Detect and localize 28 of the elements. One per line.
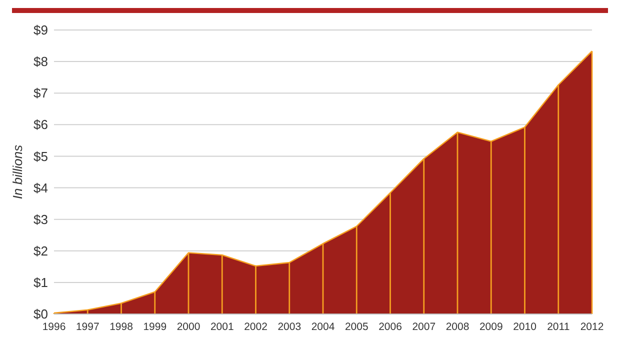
x-tick-label: 2008 xyxy=(446,321,470,333)
y-tick-label: $7 xyxy=(34,86,48,101)
y-tick-label: $4 xyxy=(34,180,48,196)
x-tick-label: 2009 xyxy=(479,321,503,333)
y-tick-label: $0 xyxy=(34,306,48,322)
x-tick-label: 2003 xyxy=(278,321,302,333)
x-tick-label: 1996 xyxy=(42,321,66,333)
x-tick-label: 2001 xyxy=(210,321,234,333)
y-tick-label: $2 xyxy=(34,243,48,258)
x-tick-label: 2005 xyxy=(344,321,368,333)
x-tick-label: 2004 xyxy=(311,321,335,333)
x-tick-label: 2002 xyxy=(244,321,268,333)
y-tick-label: $3 xyxy=(34,212,48,227)
x-tick-label: 1999 xyxy=(143,321,167,333)
x-tick-label: 1997 xyxy=(76,321,100,333)
x-tick-label: 1998 xyxy=(110,321,134,333)
y-axis-title: In billions xyxy=(10,144,25,200)
y-tick-label: $1 xyxy=(34,274,48,290)
x-tick-label: 2006 xyxy=(378,321,402,333)
x-tick-label: 2007 xyxy=(412,321,436,333)
y-tick-label: $5 xyxy=(34,148,48,164)
x-tick-label: 2012 xyxy=(580,321,604,333)
y-tick-label: $6 xyxy=(34,117,48,132)
x-tick-label: 2010 xyxy=(513,321,537,333)
x-tick-label: 2000 xyxy=(176,321,200,333)
y-tick-label: $9 xyxy=(34,22,48,38)
y-tick-label: $8 xyxy=(34,54,48,70)
x-tick-label: 2011 xyxy=(547,321,570,333)
